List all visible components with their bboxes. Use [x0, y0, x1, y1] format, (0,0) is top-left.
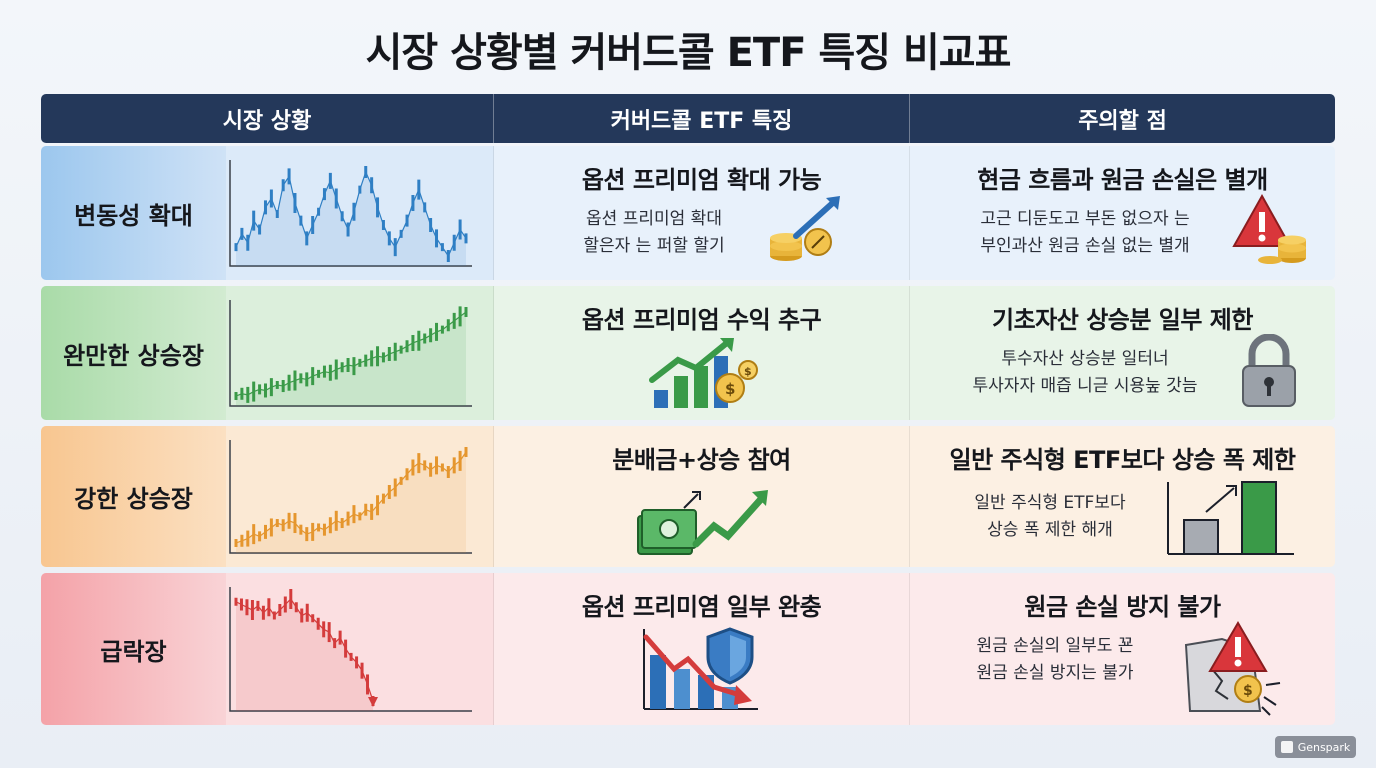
shield-decline-icon [640, 625, 764, 717]
caution-title: 일반 주식형 ETF보다 상승 폭 제한 [949, 446, 1296, 474]
feature-cell: 옵션 프리미염 일부 완충 [494, 573, 910, 725]
caution-cell: 일반 주식형 ETF보다 상승 폭 제한 일반 주식형 ETF보다 상승 폭 제… [910, 426, 1335, 567]
badge-label: Genspark [1297, 740, 1351, 754]
caution-title: 기초자산 상승분 일부 제한 [992, 306, 1253, 334]
chart-axis [229, 300, 472, 407]
warning-coins-icon [1232, 192, 1312, 272]
caution-title: 원금 손실 방지 불가 [1024, 593, 1221, 621]
chart-down-arrow [368, 697, 378, 707]
caution-desc-line: 상승 폭 제한 해개 [987, 520, 1113, 540]
bar-compare-icon [1166, 478, 1296, 562]
chart-line [235, 451, 467, 544]
feature-title: 옵션 프리미엄 수익 추구 [581, 306, 822, 334]
table-row-volatility: 변동성 확대 옵션 프리미엄 확대 가능 옵션 프리미엄 확대 할은자 는 퍼할… [41, 146, 1335, 280]
feature-desc-line: 옵션 프리미엄 확대 [586, 209, 722, 229]
caution-desc-line: 고근 디둔도고 부돈 없으자 는 [980, 209, 1190, 229]
feature-cell: 옵션 프리미엄 수익 추구 $ $ [494, 286, 910, 420]
header-etf-feature: 커버드콜 ETF 특징 [494, 94, 910, 143]
coins-arrow-up-icon [766, 194, 846, 270]
table-row-strong-rise: 강한 상승장 분배금+상승 참여 일반 주식형 ETF보다 상승 폭 제한 일반… [41, 426, 1335, 567]
chart-area [236, 599, 373, 711]
caution-desc-line: 투사자자 매즙 니귿 시용눞 갓늠 [972, 376, 1198, 396]
market-chart-strong-rise [226, 426, 494, 567]
condition-label: 급락장 [41, 573, 226, 725]
condition-label: 변동성 확대 [41, 146, 226, 280]
caution-cell: 현금 흐름과 원금 손실은 별개 고근 디둔도고 부돈 없으자 는 부인과산 원… [910, 146, 1335, 280]
svg-text:$: $ [1243, 683, 1253, 699]
broken-warning-icon: $ [1182, 619, 1286, 721]
market-chart-gradual-rise [226, 286, 494, 420]
genspark-badge: Genspark [1275, 736, 1356, 758]
chart-line [235, 598, 374, 702]
caution-desc-line: 원금 손실 방지는 불가 [976, 663, 1134, 683]
svg-text:$: $ [725, 380, 735, 398]
svg-text:$: $ [744, 365, 752, 378]
feature-title: 분배금+상승 참여 [612, 446, 791, 474]
feature-title: 옵션 프리미염 일부 완충 [581, 593, 822, 621]
table-row-crash: 급락장 옵션 프리미염 일부 완충 원금 손실 방지 불가 원금 손실의 일부도… [41, 573, 1335, 725]
condition-label: 강한 상승장 [41, 426, 226, 567]
table-row-gradual-rise: 완만한 상승장 옵션 프리미엄 수익 추구 $ $ 기초자산 상승분 일부 제한… [41, 286, 1335, 420]
feature-cell: 분배금+상승 참여 [494, 426, 910, 567]
caution-cell: 원금 손실 방지 불가 원금 손실의 일부도 꾠 원금 손실 방지는 불가 $ [910, 573, 1335, 725]
page-title: 시장 상황별 커버드콜 ETF 특징 비교표 [365, 30, 1012, 76]
caution-cell: 기초자산 상승분 일부 제한 투수자산 상승분 일터너 투사자자 매즙 니귿 시… [910, 286, 1335, 420]
feature-cell: 옵션 프리미엄 확대 가능 옵션 프리미엄 확대 할은자 는 퍼할 할기 [494, 146, 910, 280]
cash-growth-icon [634, 482, 774, 562]
chart-area [236, 172, 466, 266]
chart-line [235, 170, 467, 258]
market-chart-volatility [226, 146, 494, 280]
feature-title: 옵션 프리미엄 확대 가능 [581, 166, 822, 194]
padlock-icon [1240, 333, 1298, 414]
genspark-logo-icon [1280, 741, 1293, 753]
growth-chart-dollar-icon: $ $ [648, 336, 760, 414]
chart-axis [229, 160, 472, 267]
caution-desc-line: 부인과산 원금 손실 없는 별개 [980, 236, 1190, 256]
chart-line [235, 311, 467, 397]
chart-axis [229, 587, 472, 712]
feature-desc-line: 할은자 는 퍼할 할기 [583, 236, 725, 256]
table-header: 시장 상황 커버드콜 ETF 특징 주의할 점 [41, 94, 1335, 143]
chart-axis [229, 440, 472, 554]
condition-label: 완만한 상승장 [41, 286, 226, 420]
header-market-condition: 시장 상황 [41, 94, 494, 143]
header-caution: 주의할 점 [1078, 108, 1167, 134]
caution-desc-line: 원금 손실의 일부도 꾠 [976, 636, 1134, 656]
market-chart-crash [226, 573, 494, 725]
caution-desc-line: 투수자산 상승분 일터너 [1001, 349, 1169, 369]
caution-title: 현금 흐름과 원금 손실은 별개 [977, 166, 1268, 194]
caution-desc-line: 일반 주식형 ETF보다 [974, 493, 1126, 513]
